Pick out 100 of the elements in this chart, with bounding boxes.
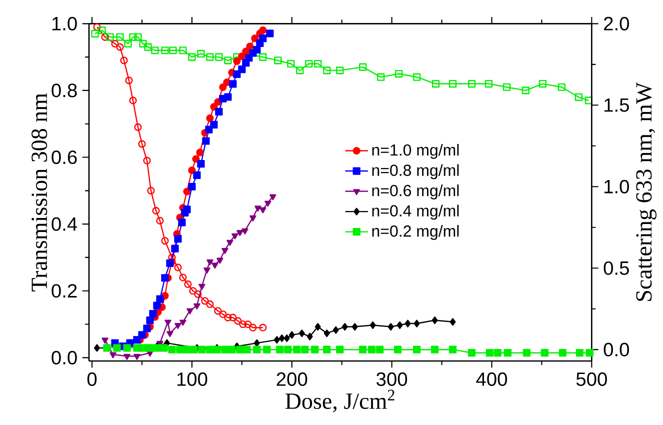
point — [179, 46, 187, 54]
point — [336, 66, 344, 74]
point — [215, 53, 223, 61]
point — [202, 137, 210, 145]
point — [198, 284, 206, 290]
point — [298, 329, 305, 338]
x-tick-label: 100 — [177, 372, 208, 386]
point — [144, 43, 152, 51]
point — [180, 320, 186, 326]
point — [134, 354, 140, 360]
point — [153, 302, 161, 310]
point — [229, 80, 237, 88]
point — [254, 339, 260, 347]
point — [238, 65, 246, 74]
point — [151, 46, 159, 54]
point — [576, 349, 584, 357]
point — [264, 200, 272, 207]
point — [276, 346, 284, 354]
point — [287, 60, 295, 68]
legend-label: n=0.2 mg/ml — [372, 225, 459, 240]
point — [259, 53, 267, 61]
point — [184, 280, 192, 288]
point — [110, 352, 116, 358]
point — [250, 215, 256, 222]
point — [160, 344, 168, 352]
point — [336, 346, 344, 354]
point — [188, 166, 196, 174]
point — [138, 140, 146, 148]
point — [311, 346, 319, 354]
point — [243, 346, 251, 354]
point — [198, 346, 206, 354]
point — [219, 83, 227, 92]
point — [221, 346, 229, 354]
point — [190, 346, 198, 354]
point — [412, 346, 421, 354]
legend-label: n=0.8 mg/ml — [372, 164, 459, 180]
point — [359, 346, 367, 354]
point — [228, 346, 236, 354]
point — [388, 322, 394, 331]
point — [448, 80, 457, 88]
point — [236, 230, 244, 236]
point — [468, 80, 476, 88]
point — [133, 336, 141, 344]
point — [359, 63, 367, 71]
point — [139, 40, 147, 48]
x-tick-label: 300 — [376, 372, 408, 386]
point — [226, 240, 234, 246]
point — [448, 346, 457, 354]
point — [253, 46, 261, 54]
y-tick-label: 0.8 — [52, 84, 77, 98]
point — [352, 322, 358, 331]
y-tick-label: 1.0 — [52, 16, 77, 30]
point — [94, 344, 100, 352]
point — [164, 320, 172, 326]
point — [296, 66, 304, 74]
y-tick-label: 0.4 — [52, 217, 78, 231]
point — [222, 248, 228, 254]
point — [116, 33, 124, 41]
point — [233, 57, 241, 65]
point — [239, 320, 247, 328]
point — [125, 76, 133, 84]
point — [574, 93, 582, 101]
point — [102, 338, 108, 344]
point — [106, 33, 114, 41]
point — [376, 346, 384, 354]
point — [215, 108, 223, 116]
point — [224, 314, 232, 322]
point — [324, 329, 330, 338]
x-tick-label: 400 — [476, 372, 507, 386]
point — [314, 60, 322, 68]
legend-label: n=0.6 mg/ml — [372, 184, 459, 200]
point — [156, 295, 164, 303]
point — [129, 96, 137, 104]
point — [188, 53, 196, 61]
point — [161, 236, 169, 245]
point — [284, 334, 290, 342]
point — [178, 218, 186, 226]
point — [259, 26, 267, 34]
point — [134, 123, 142, 132]
point — [206, 346, 214, 354]
point — [232, 233, 238, 240]
point — [396, 321, 403, 329]
point — [274, 56, 282, 64]
point — [101, 33, 109, 41]
point — [133, 344, 141, 352]
point — [201, 297, 209, 305]
point — [174, 234, 182, 243]
point — [584, 96, 592, 104]
point — [196, 148, 204, 156]
point — [404, 320, 411, 328]
point — [224, 56, 232, 64]
point — [332, 326, 339, 334]
y-axis-title: Transmission 308 nm — [32, 93, 48, 292]
point — [323, 66, 331, 74]
point — [138, 331, 146, 339]
point — [194, 290, 202, 298]
point — [249, 324, 257, 332]
point — [270, 194, 276, 200]
y-tick-label: 0.2 — [52, 284, 77, 298]
y2-tick-label: 1.5 — [604, 98, 629, 112]
